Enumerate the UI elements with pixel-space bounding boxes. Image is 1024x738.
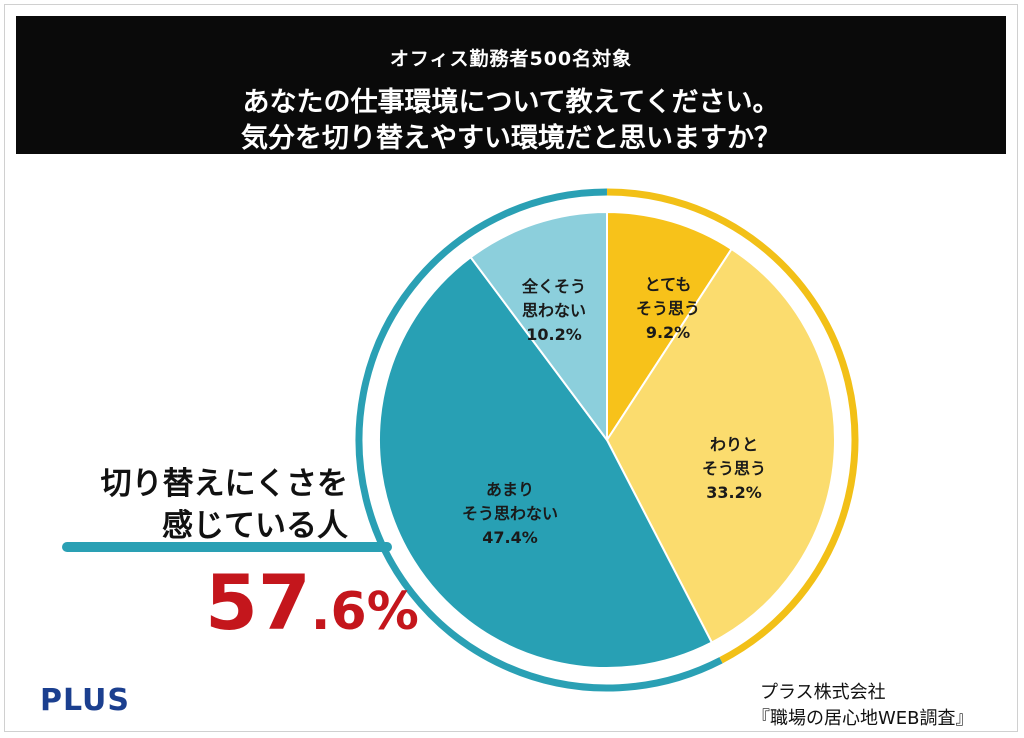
slice-category-label: とても: [645, 275, 692, 294]
slice-value-label: 33.2%: [706, 483, 762, 502]
slice-category-label: そう思う: [702, 459, 766, 478]
outer-ring-positive: [606, 188, 859, 664]
callout-percentage: 57.6%: [205, 565, 419, 641]
pie-slice-1: [605, 247, 836, 644]
callout-percentage-decimal: .6%: [310, 582, 419, 642]
slice-value-label: 10.2%: [526, 325, 582, 344]
slice-value-label: 9.2%: [646, 323, 690, 342]
callout-label-line-2: 感じている人: [162, 508, 348, 544]
callout-underline: [62, 542, 392, 552]
slice-value-label: 47.4%: [482, 528, 538, 547]
slice-category-label: わりと: [710, 435, 758, 454]
survey-credit: 『職場の居心地WEB調査』: [752, 708, 974, 729]
outer-ring-negative: [355, 188, 723, 692]
question-line-1: あなたの仕事環境について教えてください。: [242, 87, 780, 118]
survey-target-subtitle: オフィス勤務者500名対象: [389, 48, 633, 70]
slice-category-label: 全くそう: [521, 277, 586, 296]
title-banner: オフィス勤務者500名対象 あなたの仕事環境について教えてください。 気分を切り…: [16, 16, 1006, 154]
figure-frame: [4, 4, 1018, 732]
pie-slice-2: [378, 255, 714, 669]
slice-category-label: そう思わない: [462, 504, 558, 523]
pie-slice-0: [606, 210, 733, 444]
slice-category-label: そう思う: [636, 299, 700, 318]
pie-slice-3: [469, 210, 608, 444]
company-credit: プラス株式会社: [760, 682, 886, 703]
slice-category-label: あまり: [486, 480, 534, 499]
plus-logo: PLUS: [40, 683, 131, 718]
question-line-2: 気分を切り替えやすい環境だと思いますか？: [241, 123, 781, 154]
callout-label-line-1: 切り替えにくさを: [100, 466, 348, 502]
slice-category-label: 思わない: [522, 301, 586, 320]
callout-percentage-integer: 57: [205, 558, 311, 647]
